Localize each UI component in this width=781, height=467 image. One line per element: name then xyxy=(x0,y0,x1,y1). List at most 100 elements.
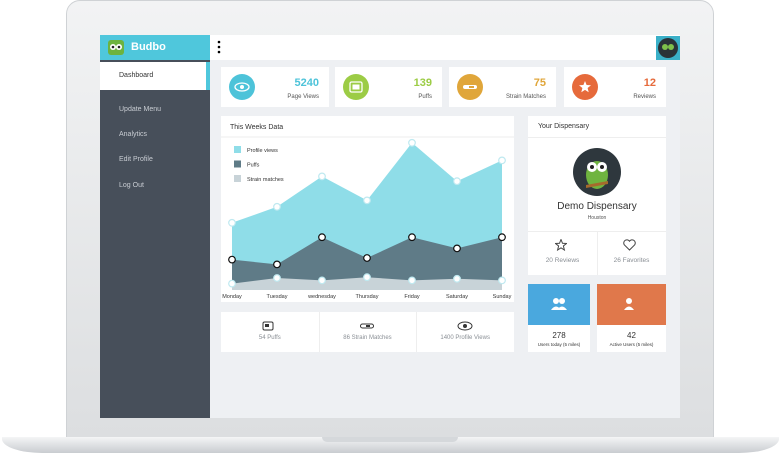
reviews[interactable]: 20 Reviews xyxy=(545,257,580,264)
stat-icon xyxy=(572,74,598,100)
stat-label: Reviews xyxy=(633,94,656,100)
summary-icon xyxy=(262,318,278,336)
top-bar xyxy=(210,35,680,60)
divider xyxy=(318,312,320,352)
point xyxy=(318,172,326,181)
point xyxy=(408,138,416,147)
user-banner xyxy=(597,284,666,325)
point xyxy=(453,244,461,253)
active-item xyxy=(100,62,210,90)
laptop-notch xyxy=(322,437,458,442)
point xyxy=(498,276,506,285)
logo xyxy=(108,40,124,55)
icon xyxy=(262,321,274,331)
brand: Budbo xyxy=(131,41,166,53)
point xyxy=(498,233,506,242)
user-label: Users today (5 miles) xyxy=(537,342,581,347)
menu-item[interactable]: Dashboard xyxy=(119,72,154,79)
stat-value: 139 xyxy=(413,77,432,89)
legend-swatch xyxy=(234,160,241,168)
stat-value: 5240 xyxy=(294,77,319,89)
point xyxy=(273,260,281,269)
favorites[interactable]: 26 Favorites xyxy=(613,257,650,264)
summary-icon xyxy=(457,318,473,336)
point xyxy=(228,279,236,288)
legend-label: Puffs xyxy=(247,163,260,169)
sidebar xyxy=(100,60,210,418)
user-label: Active Users (5 miles) xyxy=(609,342,654,347)
menu-item[interactable]: Analytics xyxy=(119,131,148,138)
point xyxy=(273,274,281,282)
point xyxy=(318,233,326,242)
menu-item[interactable]: Log Out xyxy=(119,182,144,189)
dispensary-name: Demo Dispensary xyxy=(557,201,637,212)
stat-card: 12 Reviews xyxy=(564,67,666,107)
user-count: 42 xyxy=(627,331,636,340)
chart-title: This Weeks Data xyxy=(230,124,283,131)
chart: This Weeks Data Monday Tuesday wednesday Thu… xyxy=(221,124,514,300)
x-tick-label: Sunday xyxy=(493,294,512,300)
legend-swatch xyxy=(234,146,241,153)
dispensary-city: Houston xyxy=(587,215,607,221)
stat-icon xyxy=(229,74,255,100)
dispensary-heading: Your Dispensary xyxy=(538,123,590,130)
icon xyxy=(359,323,374,329)
heart-icon xyxy=(623,239,636,251)
stat-card: 75 Strain Matches xyxy=(449,67,556,107)
point xyxy=(408,276,416,285)
stat-value: 12 xyxy=(643,77,656,89)
x-tick-label: Friday xyxy=(404,294,420,300)
stat-label: Page Views xyxy=(287,94,319,100)
user-card xyxy=(597,284,666,352)
point xyxy=(498,156,506,165)
point xyxy=(363,196,371,205)
point xyxy=(318,276,326,285)
x-tick-label: wednesday xyxy=(307,294,336,300)
menu-item[interactable]: Update Menu xyxy=(119,106,162,113)
stat-label: Puffs xyxy=(418,94,432,100)
x-tick-label: Thursday xyxy=(356,294,379,300)
divider xyxy=(528,137,666,138)
stat-card: 139 Puffs xyxy=(335,67,442,107)
stat-card: 5240 Page Views xyxy=(221,67,329,107)
laptop-base xyxy=(2,437,779,453)
icon xyxy=(457,321,473,331)
point xyxy=(363,254,371,262)
stat-icon xyxy=(343,74,369,100)
avatar[interactable] xyxy=(656,36,680,60)
summary-card xyxy=(221,312,514,352)
x-tick-label: Tuesday xyxy=(267,294,288,300)
area xyxy=(232,237,502,290)
x-tick-label: Monday xyxy=(222,294,242,300)
point xyxy=(363,273,371,282)
stat-icon xyxy=(457,74,483,100)
x-tick-label: Saturday xyxy=(446,294,468,300)
divider xyxy=(416,312,418,352)
legend-label: Strain matches xyxy=(247,177,284,183)
point xyxy=(228,218,236,227)
point xyxy=(273,202,281,211)
point xyxy=(453,177,461,186)
user-count: 278 xyxy=(552,331,566,340)
summary-item: 54 Puffs xyxy=(258,335,281,341)
point xyxy=(408,233,416,242)
star-icon xyxy=(555,239,567,251)
summary-item: 86 Strain Matches xyxy=(343,335,392,341)
divider xyxy=(597,231,598,275)
users-icon xyxy=(551,298,567,310)
legend-swatch xyxy=(234,175,241,182)
menu-dots[interactable] xyxy=(216,40,222,54)
point xyxy=(453,274,461,283)
legend-label: Profile views xyxy=(247,148,278,154)
dispensary-logo xyxy=(573,148,621,196)
user-card xyxy=(528,284,590,352)
stat-label: Strain Matches xyxy=(505,94,546,100)
point xyxy=(228,255,236,264)
summary-icon xyxy=(359,318,376,336)
area xyxy=(232,277,502,290)
menu-item[interactable]: Edit Profile xyxy=(119,156,153,163)
users-icon xyxy=(623,298,634,310)
summary-item: 1400 Profile Views xyxy=(440,335,490,341)
stat-value: 75 xyxy=(533,77,546,89)
